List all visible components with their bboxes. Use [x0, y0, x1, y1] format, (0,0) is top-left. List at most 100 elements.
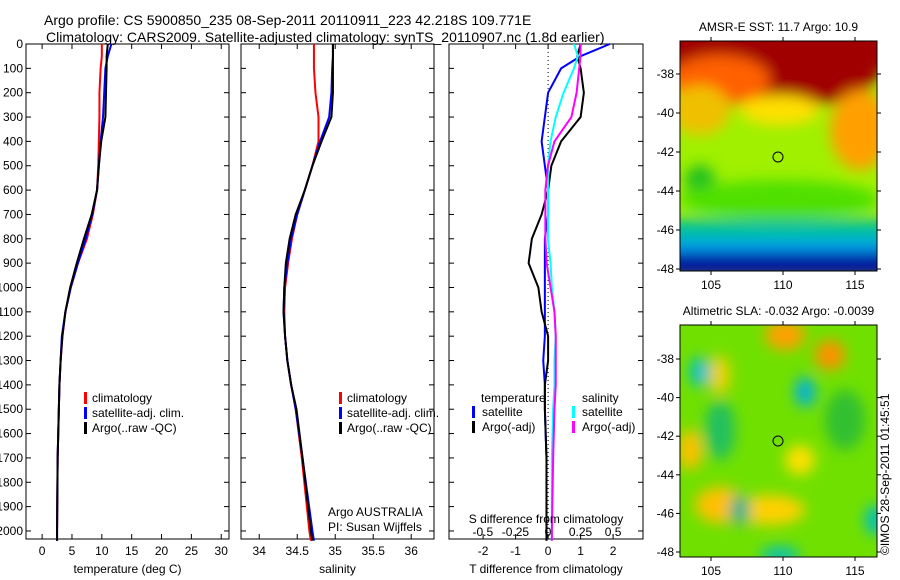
x-tick-label: 20	[155, 544, 169, 558]
s-tick-label: 0	[545, 525, 552, 539]
y-tick-label: 900	[3, 256, 23, 270]
x-axis-label: T difference from climatology	[469, 562, 623, 576]
plot-frame	[25, 43, 230, 540]
y-tick-label: 500	[3, 159, 23, 173]
x-tick-label: 1	[577, 544, 584, 558]
y-tick-label: 1900	[0, 500, 23, 514]
annotation-text: Argo AUSTRALIA	[328, 505, 423, 519]
x-tick-label: -2	[478, 544, 489, 558]
legend-label: satellite-adj. clim.	[92, 406, 184, 420]
legend-label: satellite	[582, 405, 623, 419]
s-tick-label: 0.5	[605, 525, 622, 539]
sst-map	[680, 41, 877, 271]
lon-tick-label: 115	[845, 278, 864, 292]
legend-swatch	[572, 406, 575, 418]
x-tick-label: 34.5	[286, 544, 310, 558]
map-frame	[679, 40, 878, 272]
imos-watermark: ©IMOS 28-Sep-2011 01:45:51	[878, 393, 892, 555]
argo-location-marker	[772, 151, 784, 163]
y-tick-label: 100	[3, 61, 23, 75]
lon-tick-label: 115	[845, 564, 864, 578]
legend-label: satellite-adj. clim.	[347, 406, 439, 420]
x-tick-label: 30	[215, 544, 229, 558]
y-tick-label: 800	[3, 232, 23, 246]
y-tick-label: 2000	[0, 524, 23, 538]
series-line-climatology	[56, 44, 103, 541]
argo-location-marker	[772, 435, 784, 447]
x-tick-label: 2	[610, 544, 617, 558]
legend-swatch	[84, 392, 87, 404]
x-tick-label: 36	[405, 544, 419, 558]
y-tick-label: 1000	[0, 280, 23, 294]
y-tick-label: 1500	[0, 402, 23, 416]
lat-tick-label: -42	[657, 429, 675, 443]
x-tick-label: -1	[510, 544, 521, 558]
x-tick-label: 0	[545, 544, 552, 558]
map-title: Altimetric SLA: -0.032 Argo: -0.0039	[683, 304, 875, 318]
y-tick-label: 1800	[0, 475, 23, 489]
x-tick-label: 0	[39, 544, 46, 558]
series-line-satellite-adj-clim-	[282, 44, 334, 541]
legend-header: salinity	[582, 391, 619, 405]
series-line-t-argo-adj-	[527, 43, 585, 541]
x-tick-label: 35.5	[362, 544, 386, 558]
x-tick-label: 34	[253, 544, 267, 558]
y-tick-label: 1400	[0, 378, 23, 392]
s-tick-label: 0.25	[569, 525, 593, 539]
lon-tick-label: 105	[701, 564, 721, 578]
annotation-text: PI: Susan Wijffels	[328, 520, 422, 534]
legend-swatch	[339, 422, 342, 434]
legend-label: Argo(..raw -QC)	[92, 421, 177, 435]
title-line-2: Climatology: CARS2009. Satellite-adjuste…	[46, 29, 605, 45]
y-tick-label: 200	[3, 86, 23, 100]
lat-tick-label: -40	[657, 391, 675, 405]
s-tick-label: -0.25	[502, 525, 530, 539]
x-tick-label: 15	[125, 544, 139, 558]
lat-tick-label: -44	[657, 468, 675, 482]
legend-label: climatology	[347, 391, 407, 405]
series-line-s-satellite	[546, 43, 579, 541]
y-tick-label: 700	[3, 207, 23, 221]
y-tick-label: 1700	[0, 451, 23, 465]
lon-tick-label: 110	[773, 564, 792, 578]
lat-tick-label: -48	[657, 545, 675, 559]
y-tick-label: 1200	[0, 329, 23, 343]
x-tick-label: 25	[185, 544, 199, 558]
legend-label: Argo(-adj)	[482, 420, 535, 434]
legend-swatch	[84, 422, 87, 434]
lat-tick-label: -40	[657, 106, 675, 120]
series-line-climatology	[283, 44, 320, 541]
legend-label: Argo(..raw -QC)	[347, 421, 432, 435]
map-frame	[679, 324, 878, 558]
legend-swatch	[472, 421, 475, 433]
lat-tick-label: -46	[657, 506, 675, 520]
series-line-satellite-adj-clim-	[56, 43, 113, 541]
series-line-s-argo-adj-	[544, 44, 582, 541]
y-tick-label: 300	[3, 110, 23, 124]
y-tick-label: 600	[3, 183, 23, 197]
lon-tick-label: 110	[773, 278, 792, 292]
title-line-1: Argo profile: CS 5900850_235 08-Sep-2011…	[44, 12, 532, 28]
x-tick-label: 10	[95, 544, 109, 558]
series-line-argo-raw-qc-	[56, 43, 109, 541]
x-tick-label: 5	[69, 544, 76, 558]
x-axis-label: salinity	[319, 562, 356, 576]
legend-swatch	[472, 406, 475, 418]
s-axis-label: S difference from climatology	[469, 512, 624, 526]
legend-label: Argo(-adj)	[582, 420, 635, 434]
y-tick-label: 400	[3, 134, 23, 148]
lon-tick-label: 105	[701, 278, 721, 292]
sla-map	[680, 325, 877, 557]
legend-label: satellite	[482, 405, 523, 419]
lat-tick-label: -38	[657, 67, 675, 81]
legend-swatch	[84, 407, 87, 419]
x-tick-label: 35	[329, 544, 343, 558]
lat-tick-label: -46	[657, 223, 675, 237]
x-axis-label: temperature (deg C)	[73, 562, 181, 576]
lat-tick-label: -38	[657, 352, 675, 366]
y-tick-label: 1100	[0, 305, 23, 319]
plot-frame	[240, 43, 435, 540]
lat-tick-label: -44	[657, 184, 675, 198]
